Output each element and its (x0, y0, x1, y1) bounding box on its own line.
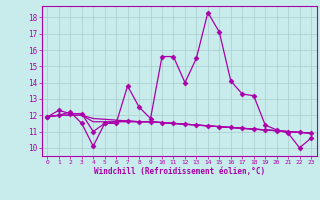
X-axis label: Windchill (Refroidissement éolien,°C): Windchill (Refroidissement éolien,°C) (94, 167, 265, 176)
